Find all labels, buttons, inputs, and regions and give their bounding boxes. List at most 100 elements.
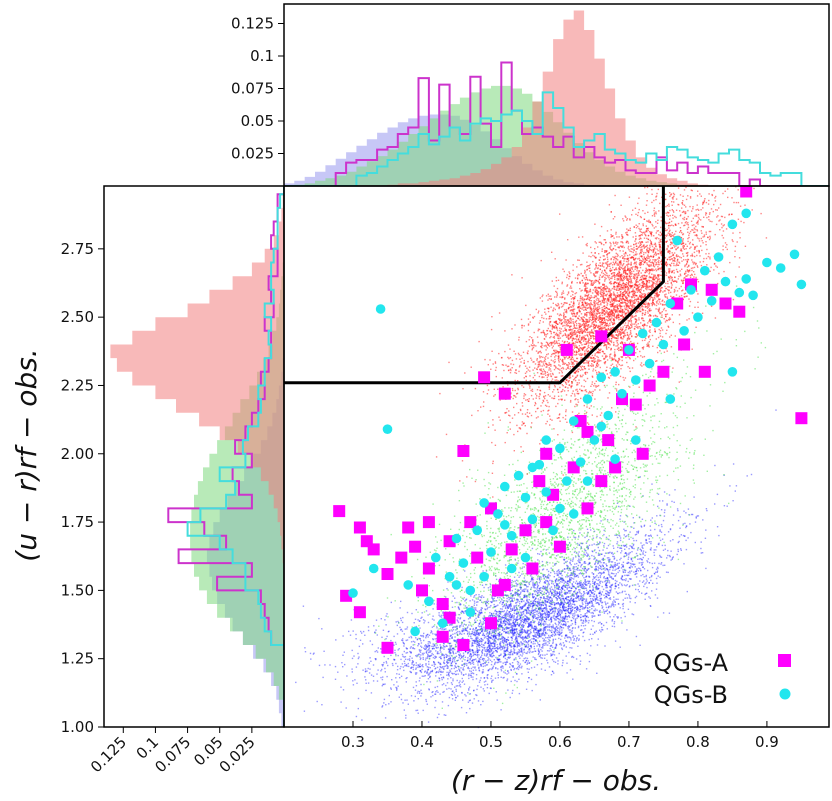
density-dot: [610, 589, 612, 591]
density-dot: [450, 688, 452, 690]
density-dot: [542, 604, 544, 607]
density-dot: [571, 594, 574, 597]
density-dot: [518, 678, 520, 680]
density-dot: [365, 682, 367, 684]
density-dot: [598, 579, 600, 581]
density-dot: [483, 647, 485, 649]
density-dot: [465, 607, 468, 609]
density-dot: [558, 592, 560, 594]
density-dot: [537, 653, 540, 656]
density-dot: [591, 598, 594, 600]
density-dot: [357, 707, 359, 710]
density-dot: [511, 594, 513, 597]
density-dot: [480, 664, 482, 666]
density-dot: [609, 574, 611, 576]
density-dot: [524, 619, 526, 622]
density-dot: [531, 627, 533, 629]
density-dot: [441, 671, 443, 673]
density-dot: [524, 584, 526, 586]
density-dot: [475, 629, 477, 632]
density-dot: [409, 647, 412, 649]
density-dot: [568, 568, 571, 570]
density-dot: [519, 593, 522, 595]
density-dot: [666, 504, 668, 506]
density-dot: [488, 632, 491, 634]
density-dot: [570, 598, 572, 600]
density-dot: [642, 550, 645, 552]
density-dot: [487, 674, 489, 676]
density-dot: [486, 608, 488, 610]
density-dot: [535, 631, 538, 634]
density-dot: [570, 595, 572, 597]
density-dot: [606, 582, 608, 584]
density-dot: [566, 596, 568, 598]
density-dot: [689, 523, 691, 525]
density-dot: [638, 562, 640, 564]
density-dot: [589, 580, 591, 583]
density-dot: [430, 696, 432, 698]
density-dot: [521, 600, 523, 603]
density-dot: [477, 625, 480, 627]
density-dot: [483, 634, 485, 637]
density-dot: [669, 528, 672, 531]
density-dot: [433, 619, 435, 621]
density-dot: [430, 650, 432, 652]
density-dot: [630, 562, 632, 565]
density-dot: [501, 615, 503, 618]
density-dot: [531, 605, 533, 607]
density-dot: [592, 576, 595, 578]
density-dot: [419, 651, 422, 653]
density-dot: [480, 627, 483, 629]
density-dot: [540, 619, 542, 621]
density-dot: [478, 612, 480, 614]
density-dot: [568, 616, 571, 618]
density-dot: [557, 627, 559, 629]
density-dot: [555, 603, 557, 605]
density-dot: [494, 610, 496, 612]
density-dot: [562, 579, 564, 582]
density-dot: [509, 629, 511, 631]
density-dot: [513, 646, 515, 648]
density-dot: [597, 543, 600, 545]
density-dot: [409, 659, 411, 662]
density-dot: [490, 687, 492, 690]
density-dot: [534, 650, 536, 652]
density-dot: [469, 693, 471, 695]
density-dot: [691, 513, 694, 516]
density-dot: [481, 627, 483, 629]
density-dot: [465, 695, 467, 697]
density-dot: [536, 595, 538, 597]
density-dot: [436, 685, 439, 688]
density-dot: [599, 542, 601, 544]
density-dot: [499, 612, 502, 614]
density-dot: [539, 628, 541, 630]
density-dot: [553, 631, 555, 634]
density-dot: [518, 612, 520, 614]
density-dot: [672, 514, 675, 516]
density-dot: [481, 629, 484, 631]
density-dot: [532, 627, 534, 629]
density-dot: [522, 606, 524, 608]
density-dot: [426, 656, 429, 658]
density-dot: [443, 646, 445, 648]
density-dot: [485, 608, 487, 611]
density-dot: [519, 645, 521, 647]
density-dot: [476, 645, 478, 648]
density-dot: [527, 629, 529, 632]
density-dot: [509, 662, 511, 665]
density-dot: [411, 612, 413, 615]
density-dot: [626, 629, 628, 631]
density-dot: [517, 611, 519, 614]
density-dot: [660, 509, 663, 511]
density-dot: [462, 611, 464, 613]
density-dot: [618, 587, 620, 589]
density-dot: [521, 651, 523, 653]
density-dot: [427, 643, 429, 645]
density-dot: [661, 525, 663, 528]
density-dot: [591, 605, 594, 607]
density-dot: [462, 629, 465, 631]
density-dot: [556, 591, 558, 594]
density-dot: [454, 636, 456, 638]
density-dot: [453, 640, 456, 642]
density-dot: [618, 565, 620, 568]
